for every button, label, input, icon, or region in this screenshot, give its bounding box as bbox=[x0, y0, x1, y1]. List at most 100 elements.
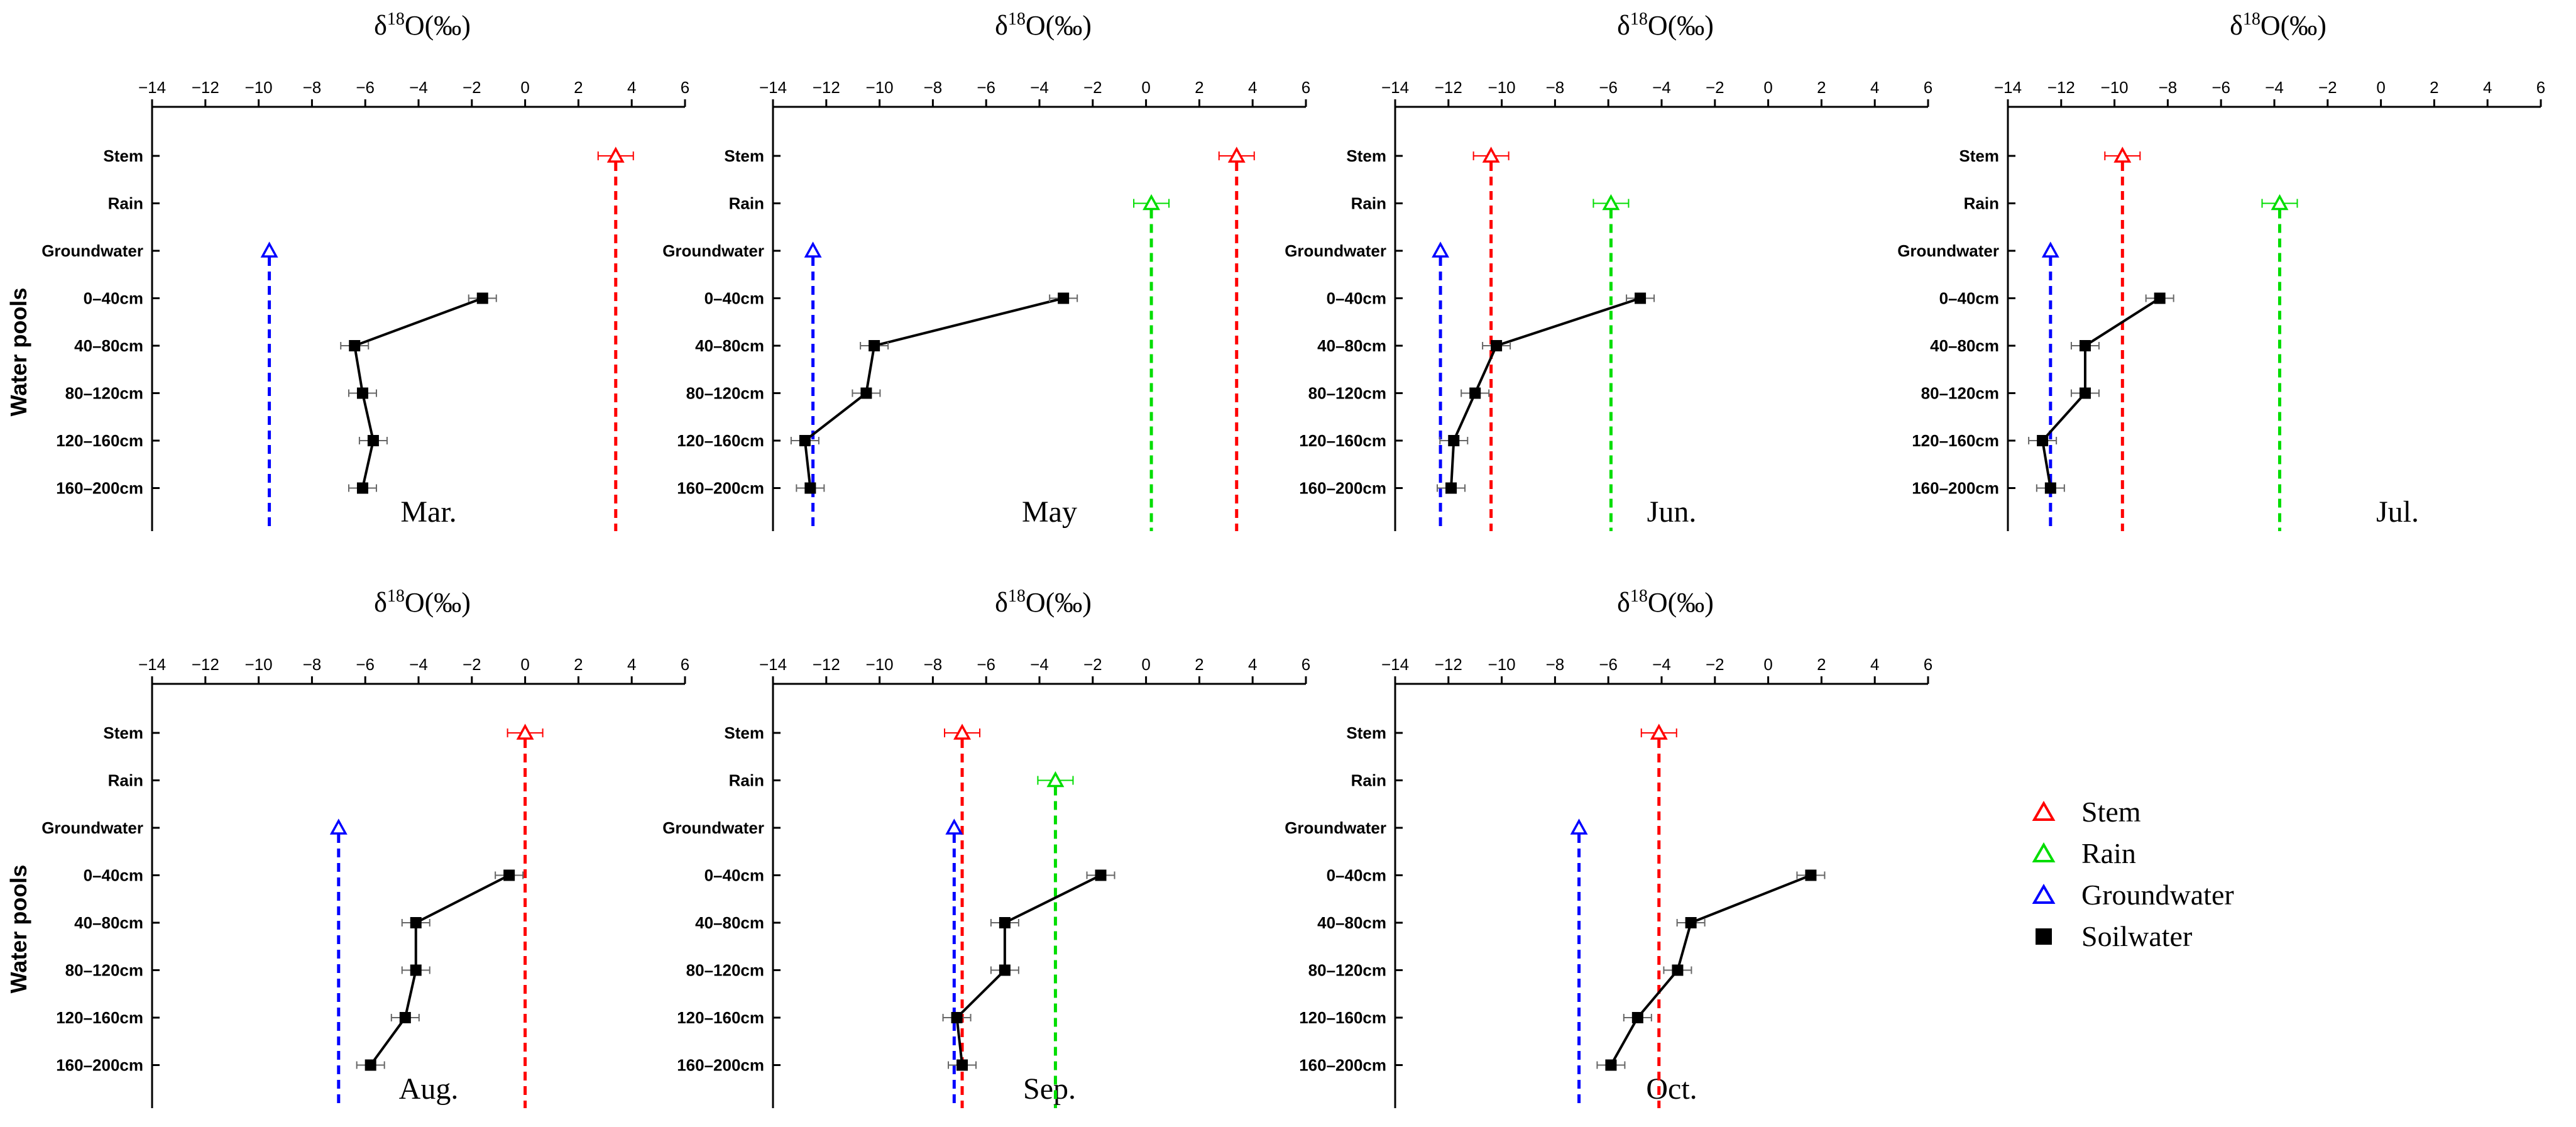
legend-groundwater-icon bbox=[2032, 883, 2056, 904]
y-tick-label: Rain bbox=[108, 194, 143, 213]
y-tick-label: 80–120cm bbox=[1921, 384, 1999, 403]
x-tick-label: 6 bbox=[2536, 78, 2545, 97]
x-tick-label: 6 bbox=[1924, 655, 1932, 674]
x-tick-label: −2 bbox=[1706, 655, 1724, 674]
panel-jul: δ18O(‰) −14 −12 −10 −8 −6 −4 −2 0 2 4 6 Stem Rain Grou… bbox=[1897, 9, 2545, 531]
month-label: Jul. bbox=[2376, 495, 2419, 529]
y-tick-label: 40–80cm bbox=[74, 913, 143, 932]
x-tick-label: −14 bbox=[138, 78, 166, 97]
month-label: Aug. bbox=[399, 1072, 459, 1106]
stem-marker bbox=[606, 146, 625, 163]
y-tick-label: Stem bbox=[724, 723, 764, 742]
x-tick-label: 0 bbox=[520, 655, 529, 674]
x-tick-label: −4 bbox=[2265, 78, 2284, 97]
x-tick-label: −12 bbox=[2047, 78, 2075, 97]
panel-sep: δ18O(‰) −14 −12 −10 −8 −6 −4 −2 0 2 4 6 Stem Rain Grou… bbox=[662, 586, 1310, 1108]
x-axis-title: δ18O(‰) bbox=[374, 9, 471, 41]
x-tick-label: −12 bbox=[813, 655, 840, 674]
x-tick-label: 2 bbox=[1817, 655, 1826, 674]
y-tick-label: 0–40cm bbox=[84, 866, 143, 885]
legend-rain-icon bbox=[2032, 842, 2056, 862]
groundwater-marker bbox=[260, 241, 278, 258]
soilwater-marker bbox=[1445, 482, 1457, 494]
soilwater-marker bbox=[804, 482, 816, 494]
x-tick-label: −6 bbox=[1599, 655, 1618, 674]
x-tick-label: 6 bbox=[1924, 78, 1932, 97]
soilwater-line bbox=[955, 874, 1102, 1065]
x-tick-label: 6 bbox=[681, 655, 689, 674]
soilwater-marker bbox=[1672, 964, 1684, 976]
soilwater-marker bbox=[1605, 1059, 1617, 1071]
y-tick-label: 120–160cm bbox=[677, 431, 764, 450]
y-tick-label: 160–200cm bbox=[1299, 479, 1386, 498]
x-tick-label: 4 bbox=[2483, 78, 2492, 97]
soilwater-marker bbox=[956, 1059, 968, 1071]
y-axis-title: Water pools bbox=[6, 865, 31, 994]
y-tick-label: 80–120cm bbox=[1308, 384, 1386, 403]
soilwater-line bbox=[370, 874, 510, 1066]
x-tick-label: −4 bbox=[409, 78, 428, 97]
x-tick-label: 0 bbox=[1763, 78, 1772, 97]
y-tick-label: Stem bbox=[103, 723, 143, 742]
x-tick-label: −2 bbox=[463, 655, 481, 674]
y-tick-label: Groundwater bbox=[1897, 241, 1999, 260]
stem-marker bbox=[953, 723, 971, 740]
x-tick-label: 0 bbox=[1141, 655, 1150, 674]
y-tick-label: 40–80cm bbox=[695, 913, 764, 932]
groundwater-marker bbox=[1432, 241, 1450, 258]
x-tick-label: −14 bbox=[1381, 78, 1409, 97]
y-tick-label: 120–160cm bbox=[1299, 1008, 1386, 1027]
y-tick-label: 0–40cm bbox=[1327, 289, 1386, 308]
x-tick-label: −8 bbox=[303, 78, 322, 97]
month-label: Mar. bbox=[400, 495, 456, 529]
x-tick-label: −12 bbox=[192, 78, 219, 97]
y-tick-label: 120–160cm bbox=[677, 1008, 764, 1027]
y-tick-label: 120–160cm bbox=[56, 1008, 143, 1027]
x-tick-label: 2 bbox=[1195, 655, 1203, 674]
y-tick-label: 80–120cm bbox=[65, 961, 143, 980]
y-tick-label: 80–120cm bbox=[686, 961, 764, 980]
y-tick-label: Groundwater bbox=[41, 818, 143, 837]
groundwater-marker bbox=[329, 818, 348, 835]
x-tick-label: −6 bbox=[356, 78, 375, 97]
x-tick-label: 6 bbox=[681, 78, 689, 97]
y-tick-label: 0–40cm bbox=[1939, 289, 1999, 308]
panel-oct: δ18O(‰) −14 −12 −10 −8 −6 −4 −2 0 2 4 6 Stem Rain Grou… bbox=[1285, 586, 1932, 1108]
soilwater-marker bbox=[1491, 340, 1503, 351]
x-tick-label: 4 bbox=[1870, 78, 1879, 97]
soilwater-line bbox=[2041, 297, 2161, 488]
x-tick-label: −2 bbox=[463, 78, 481, 97]
y-tick-label: Stem bbox=[1346, 723, 1386, 742]
x-tick-label: −14 bbox=[759, 78, 787, 97]
soilwater-marker bbox=[799, 435, 811, 446]
soilwater-marker bbox=[1685, 917, 1697, 928]
legend-stem-label: Stem bbox=[2081, 796, 2141, 828]
x-tick-label: −12 bbox=[1435, 78, 1462, 97]
y-tick-label: Stem bbox=[724, 146, 764, 165]
soilwater-marker bbox=[476, 292, 488, 304]
panel-may: δ18O(‰) −14 −12 −10 −8 −6 −4 −2 0 2 4 6 Stem Rain Grou… bbox=[662, 9, 1310, 531]
soilwater-marker bbox=[1635, 292, 1647, 304]
legend-soilwater-icon bbox=[2036, 928, 2052, 945]
soilwater-marker bbox=[2079, 387, 2091, 399]
y-tick-label: Rain bbox=[729, 194, 764, 213]
soilwater-marker bbox=[503, 869, 515, 881]
y-tick-label: 80–120cm bbox=[65, 384, 143, 403]
x-tick-label: −6 bbox=[2212, 78, 2230, 97]
groundwater-marker bbox=[945, 818, 963, 835]
soilwater-marker bbox=[1448, 435, 1460, 446]
legend-rain-label: Rain bbox=[2081, 837, 2136, 869]
x-tick-label: −10 bbox=[1488, 655, 1516, 674]
x-axis-title: δ18O(‰) bbox=[995, 9, 1092, 41]
y-tick-label: Groundwater bbox=[662, 818, 764, 837]
soilwater-marker bbox=[349, 340, 361, 351]
x-tick-label: −10 bbox=[866, 655, 894, 674]
groundwater-marker bbox=[2041, 241, 2059, 258]
x-tick-label: −8 bbox=[924, 655, 943, 674]
soilwater-marker bbox=[410, 917, 422, 928]
panel-aug: δ18O(‰) −14 −12 −10 −8 −6 −4 −2 0 2 4 6 Stem Rain Grou… bbox=[41, 586, 689, 1108]
y-tick-label: Rain bbox=[108, 771, 143, 790]
x-tick-label: 4 bbox=[1248, 78, 1257, 97]
soilwater-marker bbox=[1095, 869, 1107, 881]
x-tick-label: 0 bbox=[1763, 655, 1772, 674]
